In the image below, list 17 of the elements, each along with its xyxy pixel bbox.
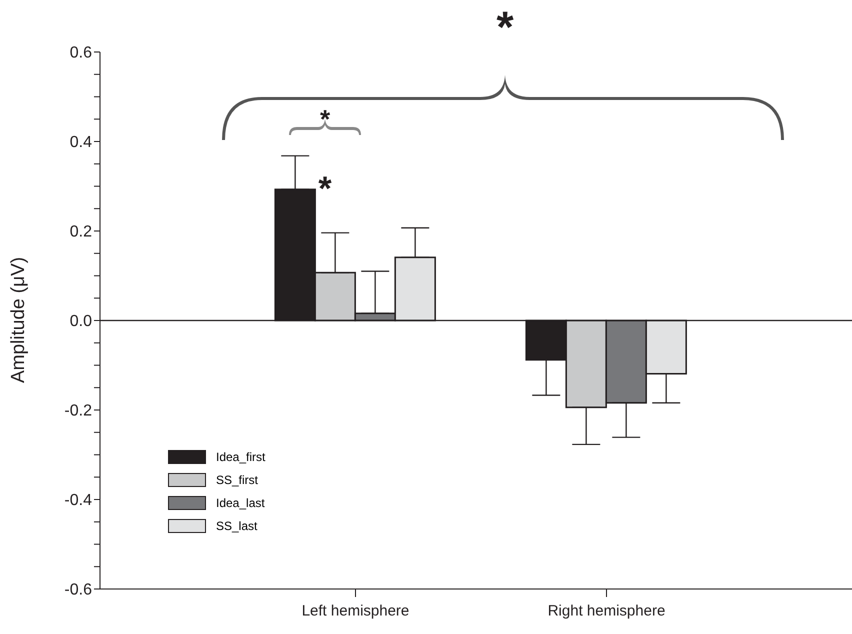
- legend-label: Idea_first: [216, 450, 266, 464]
- x-tick-label: Right hemisphere: [548, 602, 666, 620]
- y-tick-label: 0.4: [70, 134, 92, 152]
- y-axis-title: Amplitude (μV): [8, 256, 29, 384]
- y-tick-label: -0.2: [64, 402, 92, 420]
- legend-label: SS_first: [216, 472, 258, 486]
- annotation: *: [320, 104, 331, 134]
- legend-label: Idea_last: [216, 496, 265, 510]
- annotation: *: [318, 170, 332, 208]
- annotation: *: [496, 3, 514, 52]
- y-tick-label: 0.6: [70, 44, 92, 62]
- y-tick-label: -0.6: [64, 582, 92, 599]
- x-tick-label: Left hemisphere: [302, 602, 410, 620]
- y-tick-label: 0.0: [70, 313, 92, 330]
- y-tick-label: -0.4: [64, 492, 92, 510]
- y-tick-label: 0.2: [70, 224, 92, 241]
- legend-label: SS_last: [216, 518, 258, 532]
